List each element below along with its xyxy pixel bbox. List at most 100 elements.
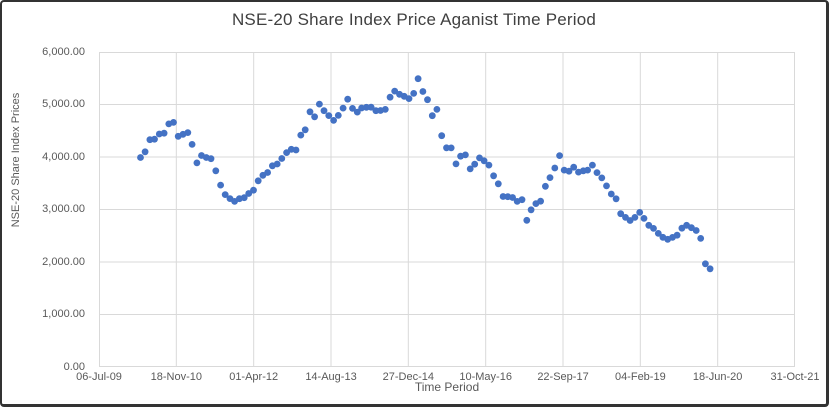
x-tick-label: 10-May-16 — [459, 371, 512, 383]
data-point — [706, 265, 714, 273]
data-point — [160, 129, 168, 137]
data-point — [363, 103, 370, 111]
data-point — [673, 231, 681, 239]
data-point — [273, 160, 281, 168]
data-point — [297, 131, 305, 139]
plot-area — [99, 52, 795, 367]
data-point — [697, 235, 705, 242]
y-tick-label: 3,000.00 — [42, 203, 85, 215]
data-point — [353, 108, 361, 116]
data-point — [518, 196, 526, 204]
data-point — [419, 88, 427, 95]
data-point — [537, 197, 544, 205]
data-point — [325, 112, 333, 119]
x-tick-label: 27-Dec-14 — [382, 371, 435, 383]
data-point — [151, 135, 158, 143]
data-point — [565, 167, 573, 175]
data-point — [264, 169, 271, 176]
data-point — [447, 144, 455, 152]
data-point — [593, 169, 601, 176]
x-tick-label: 14-Aug-13 — [305, 371, 357, 383]
y-tick-label: 2,000.00 — [42, 255, 85, 268]
data-point — [410, 90, 418, 97]
data-point — [316, 100, 323, 108]
data-point — [212, 167, 220, 175]
data-point — [344, 95, 352, 103]
data-point — [570, 163, 578, 171]
data-point — [217, 181, 224, 189]
y-tick-label: 1,000.00 — [42, 308, 85, 320]
data-point — [452, 160, 460, 168]
data-point — [692, 227, 700, 234]
data-point — [330, 117, 337, 124]
data-point — [654, 230, 662, 237]
data-point — [433, 106, 441, 113]
x-tick-label: 31-Oct-21 — [770, 371, 820, 383]
data-point — [466, 165, 474, 173]
data-point — [584, 166, 591, 174]
data-point — [551, 164, 559, 172]
x-tick-label: 04-Feb-19 — [614, 371, 666, 383]
data-point — [137, 154, 144, 161]
data-point — [245, 190, 253, 197]
data-point — [367, 103, 375, 111]
data-point — [523, 216, 531, 224]
data-point — [283, 149, 290, 156]
x-tick-label: 06-Jul-09 — [76, 371, 122, 383]
plot-border — [99, 52, 795, 367]
data-point — [494, 180, 502, 188]
data-point — [702, 260, 709, 268]
data-point — [480, 157, 488, 165]
data-point — [650, 225, 657, 232]
data-point — [306, 108, 314, 116]
data-point — [471, 160, 479, 168]
data-point — [221, 191, 229, 199]
data-point — [546, 174, 554, 181]
data-point — [207, 155, 215, 163]
data-point — [428, 112, 436, 120]
data-point — [141, 148, 149, 156]
data-point — [405, 95, 413, 102]
data-point — [381, 106, 389, 113]
data-point — [490, 172, 497, 180]
data-point — [193, 159, 201, 167]
data-point — [188, 141, 196, 148]
data-point — [391, 87, 399, 95]
x-tick-label: 18-Nov-10 — [150, 371, 203, 383]
data-point — [603, 182, 610, 190]
data-point — [640, 215, 648, 222]
data-point — [349, 105, 356, 112]
x-tick-label: 22-Sep-17 — [537, 371, 589, 383]
x-tick-label: 18-Jun-20 — [692, 371, 743, 383]
y-tick-label: 6,000.00 — [42, 45, 85, 58]
chart-title: NSE-20 Share Index Price Aganist Time Pe… — [231, 10, 597, 29]
data-point — [485, 161, 493, 169]
data-point — [509, 194, 516, 201]
data-point — [617, 210, 625, 218]
y-tick-label: 4,000.00 — [42, 150, 85, 163]
data-point — [542, 182, 549, 190]
data-point — [320, 107, 328, 115]
data-point — [424, 96, 431, 104]
data-point — [301, 126, 309, 134]
x-axis-title: Time Period — [414, 380, 480, 394]
data-point — [607, 190, 615, 198]
y-tick-label: 5,000.00 — [42, 98, 85, 110]
data-point — [292, 146, 300, 154]
data-point — [598, 174, 606, 182]
data-point — [631, 214, 639, 221]
data-point — [556, 152, 563, 159]
data-point — [636, 209, 644, 216]
data-point — [339, 104, 347, 112]
data-point — [311, 113, 318, 121]
data-point — [626, 217, 634, 224]
data-point — [240, 194, 248, 202]
data-point — [254, 177, 262, 185]
data-point — [386, 93, 394, 101]
data-point — [438, 132, 446, 140]
data-point — [589, 161, 596, 169]
x-tick-label: 01-Apr-12 — [229, 371, 279, 383]
data-point — [170, 119, 177, 126]
data-point — [414, 75, 422, 83]
